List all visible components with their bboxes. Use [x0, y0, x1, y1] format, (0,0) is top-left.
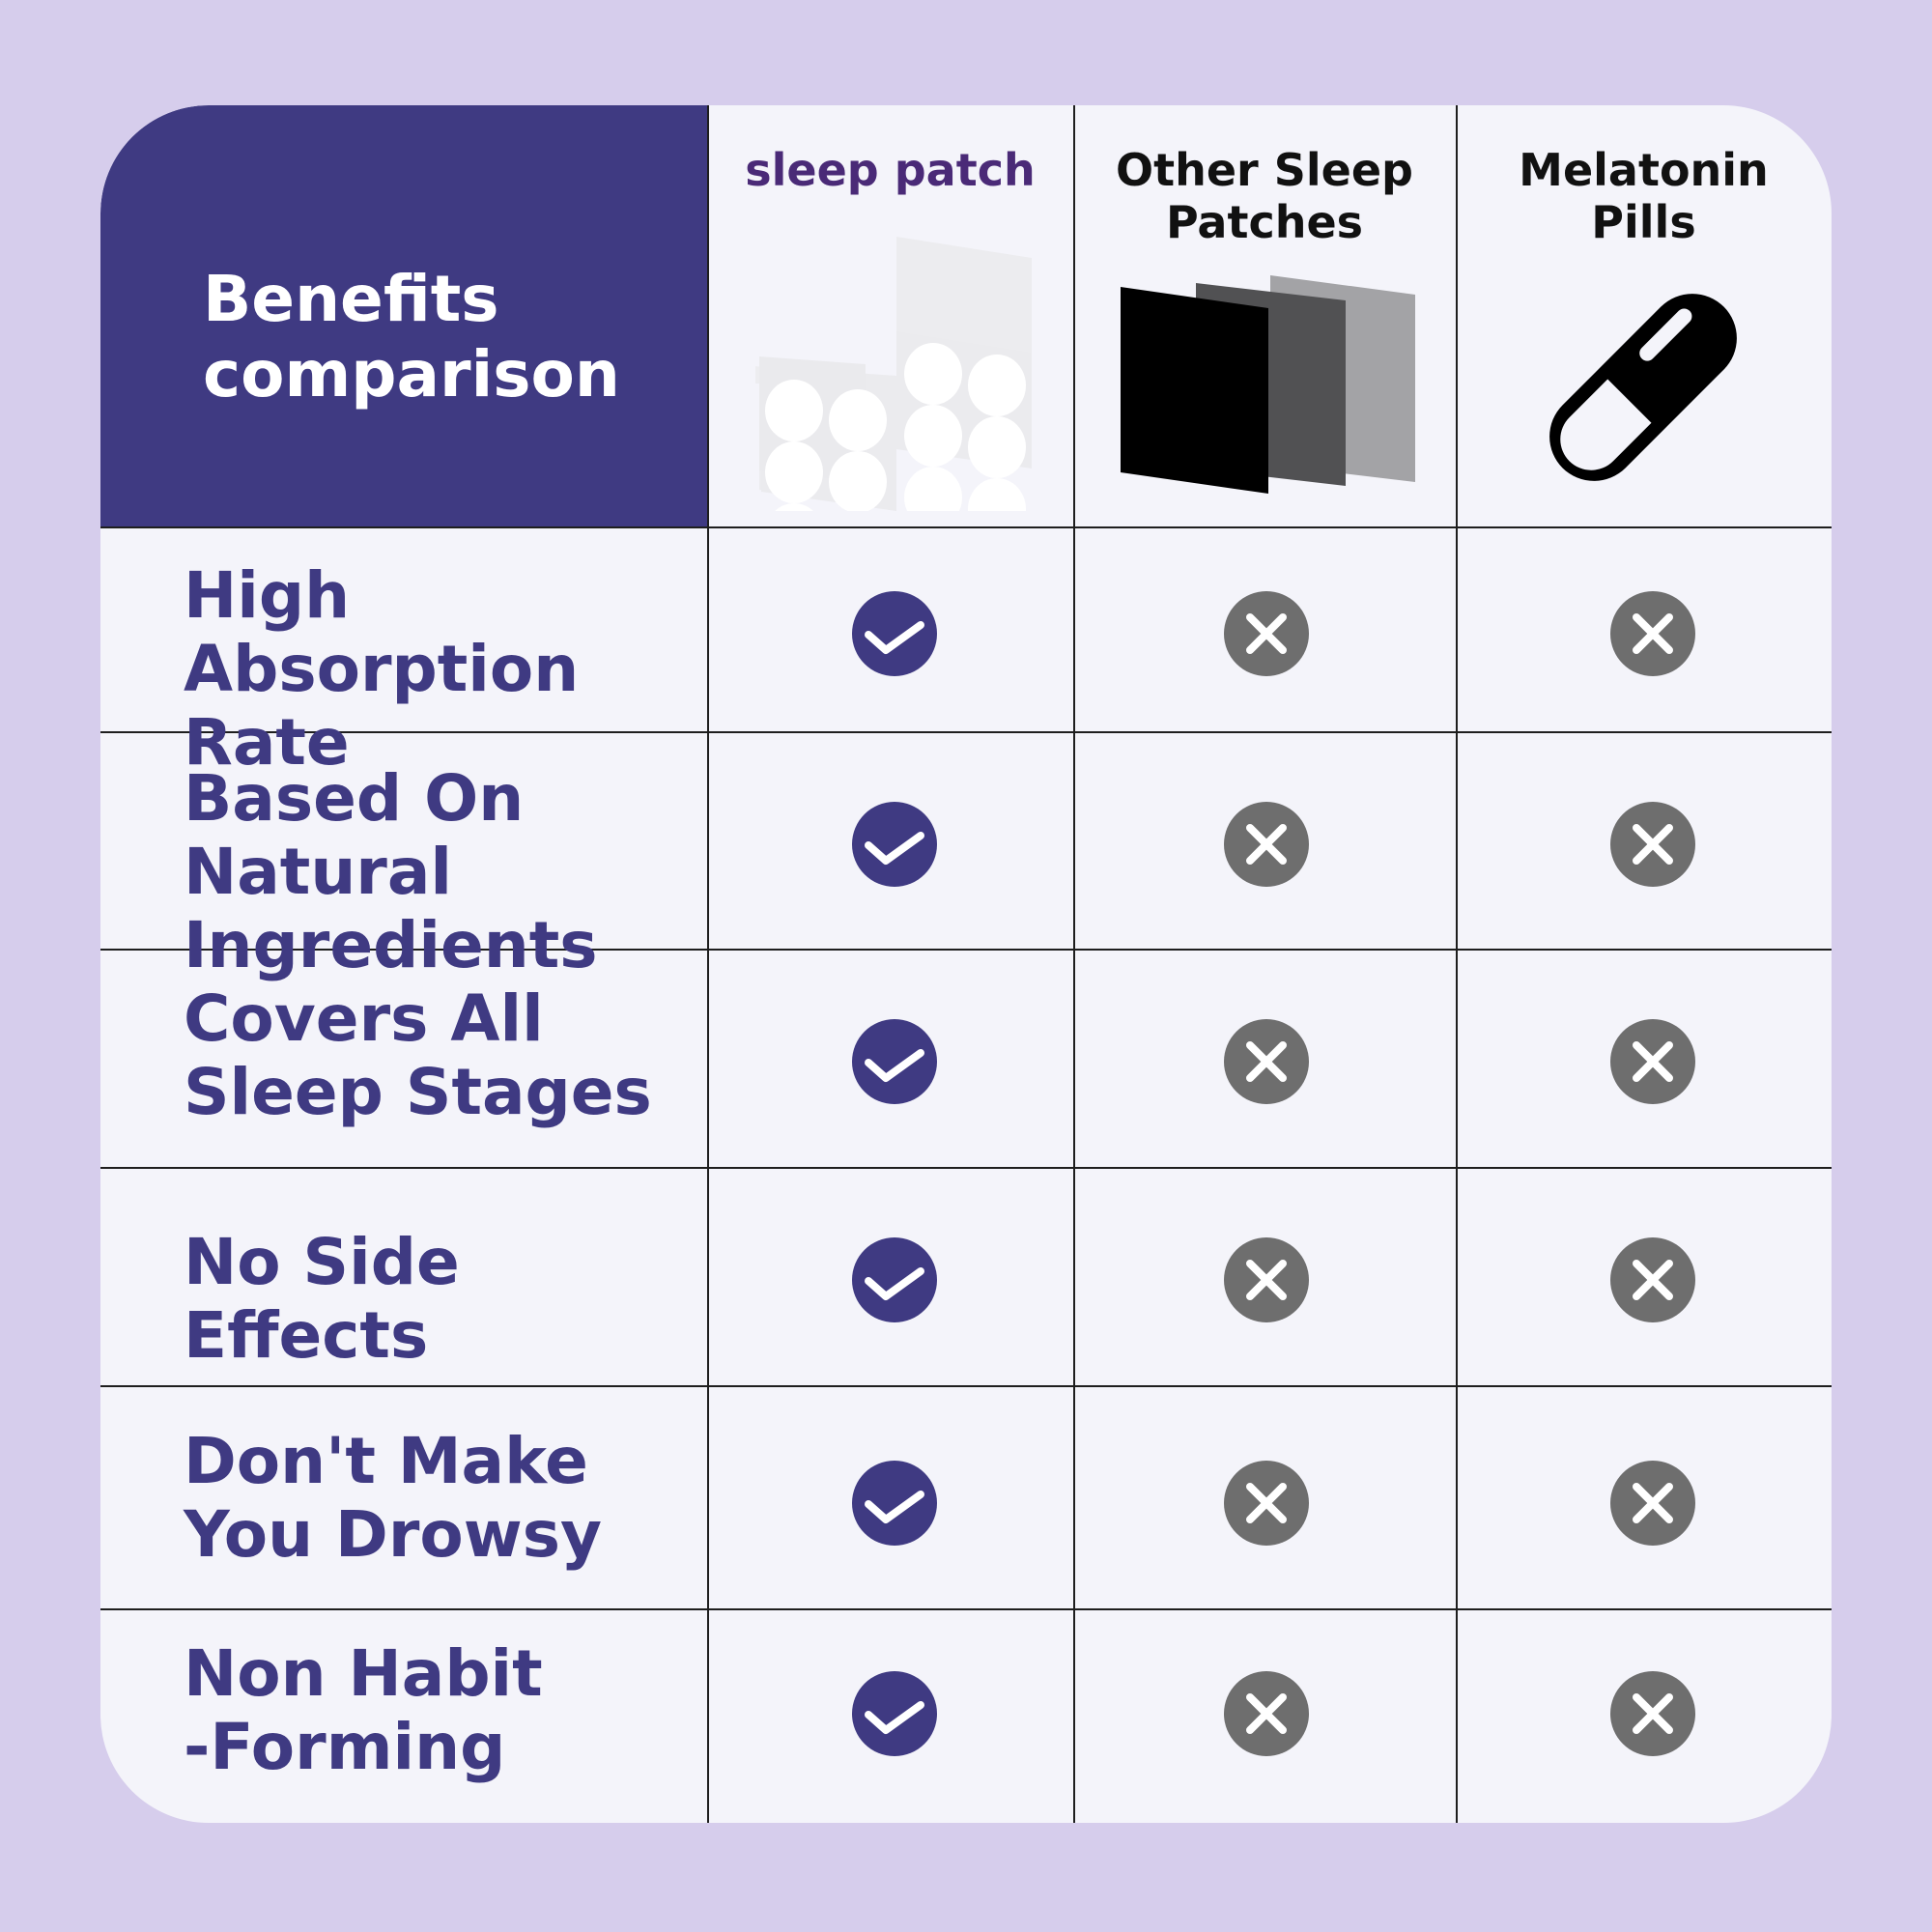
column-header-sleep-patch: sleep patch — [745, 144, 1036, 196]
cross-icon — [1610, 591, 1695, 676]
column-divider — [707, 105, 709, 1823]
cross-icon — [1224, 591, 1309, 676]
layered-patches-icon — [1121, 275, 1415, 494]
row-divider — [100, 1167, 1832, 1169]
column-header-melatonin-pills: Melatonin Pills — [1519, 144, 1769, 248]
row-divider — [100, 526, 1832, 528]
cross-icon — [1224, 1237, 1309, 1322]
cross-icon — [1610, 1671, 1695, 1756]
row-label-non-habit-forming: Non Habit -Forming — [184, 1636, 543, 1784]
row-divider — [100, 1385, 1832, 1387]
column-header-other-sleep-patches: Other Sleep Patches — [1116, 144, 1413, 248]
check-icon — [852, 802, 937, 887]
check-icon — [852, 1671, 937, 1756]
column-divider — [1073, 105, 1075, 1823]
cross-icon — [1610, 1019, 1695, 1104]
row-label-sleep-stages: Covers All Sleep Stages — [184, 981, 652, 1129]
cross-icon — [1610, 802, 1695, 887]
patch-sheet-icon — [755, 237, 1032, 511]
check-icon — [852, 1461, 937, 1546]
column-divider — [1456, 105, 1458, 1823]
row-label-no-side-effects: No Side Effects — [184, 1225, 460, 1373]
cross-icon — [1610, 1461, 1695, 1546]
row-label-not-drowsy: Don't Make You Drowsy — [184, 1424, 602, 1572]
row-label-natural-ingredients: Based On Natural Ingredients — [184, 761, 598, 982]
cross-icon — [1224, 1019, 1309, 1104]
cross-icon — [1224, 1461, 1309, 1546]
row-divider — [100, 1608, 1832, 1610]
check-icon — [852, 1019, 937, 1104]
capsule-icon — [1549, 294, 1737, 481]
check-icon — [852, 591, 937, 676]
row-divider — [100, 949, 1832, 951]
cross-icon — [1224, 802, 1309, 887]
row-label-high-absorption-rate: High Absorption Rate — [184, 558, 580, 780]
row-divider — [100, 731, 1832, 733]
comparison-title: Benefits comparison — [203, 262, 620, 412]
check-icon — [852, 1237, 937, 1322]
cross-icon — [1610, 1237, 1695, 1322]
comparison-card: Benefits comparison sleep patch Other Sl… — [100, 105, 1832, 1823]
cross-icon — [1224, 1671, 1309, 1756]
corner-header-cell: Benefits comparison — [100, 105, 707, 526]
